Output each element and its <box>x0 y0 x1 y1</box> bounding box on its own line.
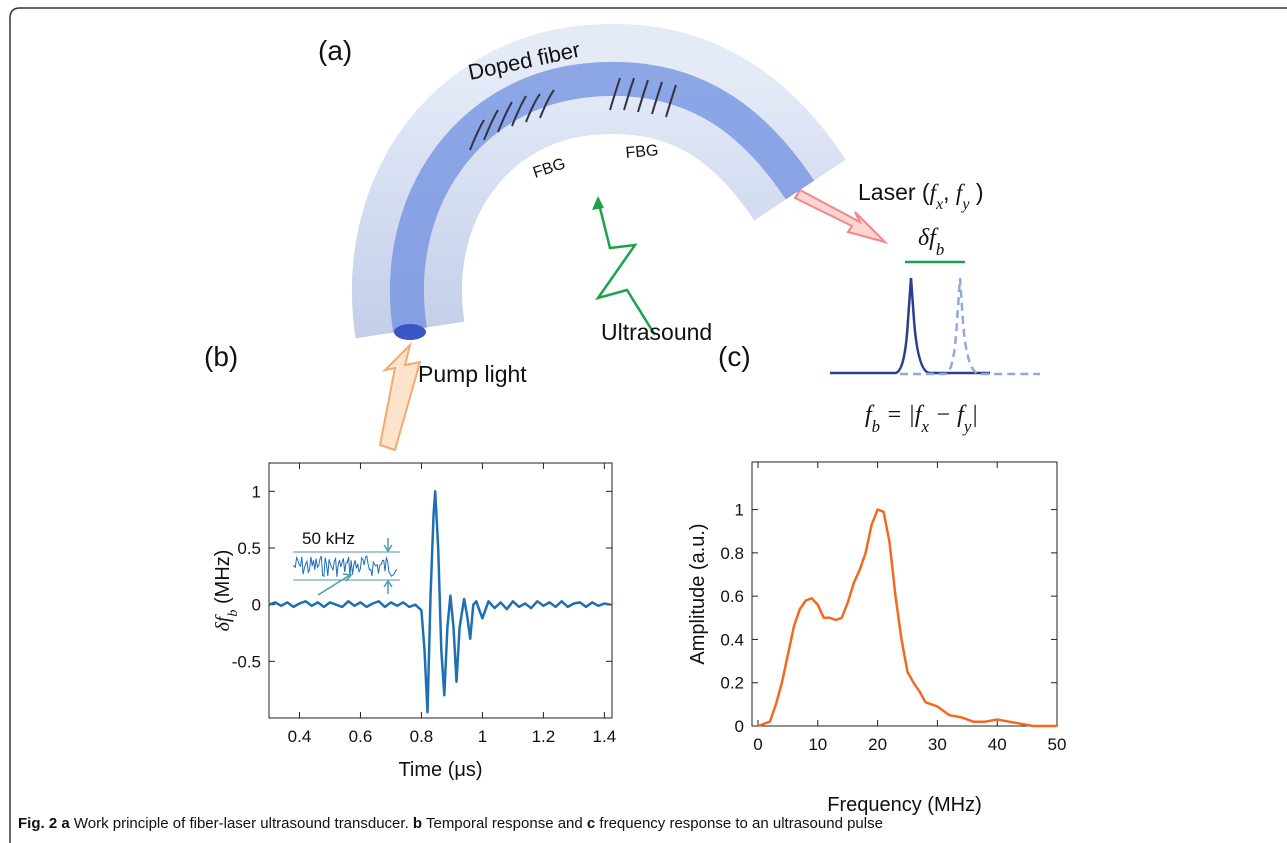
x-axis-label: Time (μs) <box>398 759 482 781</box>
delta-label: δfb <box>918 225 944 259</box>
text-part: b <box>226 610 241 617</box>
text-part: Work principle of fiber-laser ultrasound… <box>70 815 409 832</box>
text-part: b <box>936 240 944 259</box>
x-tick-label: 1 <box>478 727 487 746</box>
y-axis-label: δfb (MHz) <box>212 550 241 632</box>
text-part: f <box>865 402 875 428</box>
text-part: b <box>409 815 422 832</box>
frame <box>9 7 1287 843</box>
y-tick-label: 0.5 <box>237 539 261 558</box>
laser-label: Laser (fx, fy ) <box>858 179 984 213</box>
text-part: c <box>587 815 595 832</box>
text-part: , <box>943 179 956 205</box>
y-tick-label: -0.5 <box>232 652 261 671</box>
label: Pump light <box>418 361 527 387</box>
panel-label: (b) <box>204 341 238 372</box>
ultrasound-arrow <box>592 196 604 210</box>
formula: fb = |fx − fy| <box>865 402 978 436</box>
x-tick-label: 30 <box>928 735 947 754</box>
caption: Fig. 2 a Work principle of fiber-laser u… <box>18 815 883 832</box>
x-tick-label: 1.2 <box>532 727 556 746</box>
y-axis-label: Amplitude (a.u.) <box>687 523 709 664</box>
y-tick-label: 1 <box>735 501 744 520</box>
x-tick-label: 0.4 <box>288 727 312 746</box>
y-tick-label: 0 <box>735 717 744 736</box>
fiber-end <box>394 324 426 340</box>
data-line <box>268 490 611 714</box>
y-tick-label: 0.6 <box>720 587 744 606</box>
x-tick-label: 20 <box>868 735 887 754</box>
panel-label: (a) <box>318 35 352 66</box>
inset-pointer <box>317 573 353 596</box>
x-tick-label: 0.6 <box>349 727 373 746</box>
x-tick-label: 0.8 <box>410 727 434 746</box>
y-tick-label: 0 <box>252 596 261 615</box>
y-tick-label: 0.2 <box>720 674 744 693</box>
text-part: δf <box>918 225 939 251</box>
peak-1 <box>830 277 990 375</box>
pump-arrow <box>378 341 422 452</box>
fiber-core <box>389 61 815 333</box>
panel-label: (c) <box>718 341 751 372</box>
x-tick-label: 40 <box>988 735 1007 754</box>
text-part: f <box>956 180 966 205</box>
text-part: | <box>971 402 978 428</box>
text-part: x <box>935 196 944 213</box>
laser-arrow <box>793 188 889 244</box>
y-tick-label: 0.8 <box>720 544 744 563</box>
label: Ultrasound <box>601 319 712 345</box>
text-part: (MHz) <box>212 550 234 610</box>
ultrasound-wave <box>594 199 657 336</box>
inset-noise <box>292 555 398 578</box>
text-part: y <box>962 417 972 436</box>
x-tick-label: 1.4 <box>593 727 617 746</box>
data-line <box>757 508 1057 728</box>
text-part: ) <box>969 179 983 205</box>
y-tick-label: 1 <box>252 482 261 501</box>
text-part: x <box>921 417 930 436</box>
text-part: frequency response to an ultrasound puls… <box>595 815 883 832</box>
fbg-gratings <box>469 77 677 151</box>
text-part: δf <box>212 614 234 631</box>
x-tick-label: 0 <box>753 735 762 754</box>
x-axis-label: Frequency (MHz) <box>827 794 981 816</box>
y-tick-label: 0.4 <box>720 630 744 649</box>
plot-frame <box>268 462 613 719</box>
peak-2 <box>900 277 1040 376</box>
text-part: Laser ( <box>858 179 930 205</box>
text-part: Fig. 2 <box>18 815 57 832</box>
x-tick-label: 50 <box>1048 735 1067 754</box>
annotation: 50 kHz <box>302 529 355 548</box>
label: FBG <box>531 155 568 181</box>
text-part: = |f <box>880 402 925 428</box>
inset-arrow <box>383 538 393 594</box>
x-tick-label: 10 <box>808 735 827 754</box>
text-part: Temporal response and <box>422 815 587 832</box>
label: FBG <box>625 142 659 162</box>
text-part: a <box>57 815 70 832</box>
text-part: − f <box>929 402 967 428</box>
text-part: f <box>930 180 940 205</box>
plot-frame <box>751 461 1058 727</box>
text-part: b <box>872 417 880 436</box>
text-part: y <box>960 196 970 213</box>
